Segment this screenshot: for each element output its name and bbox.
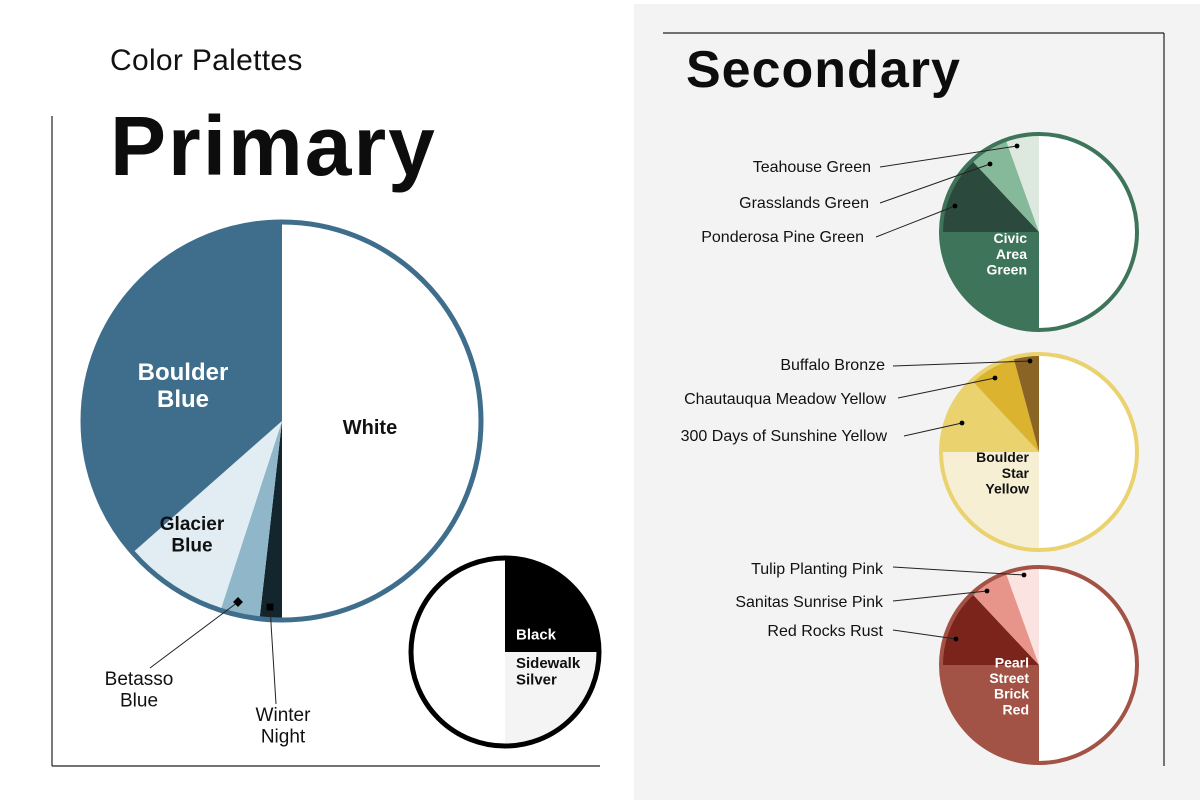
pie-slice-white	[282, 222, 481, 620]
pie-slice-tulip-planting-pink	[1005, 567, 1039, 665]
callout-label-betasso-blue: Betasso Blue	[105, 669, 174, 711]
slice-label-civic-area-green: Civic Area Green	[987, 230, 1028, 277]
callout-marker-ponderosa-pine-green	[952, 203, 958, 209]
pie-outline-red	[939, 565, 1139, 765]
pie-outline-primary	[80, 219, 484, 623]
pie-slice-glacier-blue	[132, 421, 282, 611]
slice-label-glacier-blue: Glacier Blue	[160, 514, 225, 556]
pie-outline-neutrals	[408, 555, 602, 749]
pie-slice-sanitas-sunrise-pink	[971, 572, 1039, 665]
pie-neutrals	[408, 555, 602, 749]
pie-primary	[80, 219, 484, 623]
callout-line-sanitas-sunrise-pink	[892, 590, 988, 602]
callout-line-chautauqua-meadow-yellow	[897, 377, 996, 399]
callout-marker-betasso-blue	[233, 597, 243, 607]
callout-label-sanitas-sunrise-pink: Sanitas Sunrise Pink	[735, 594, 884, 611]
page-heading: Color Palettes	[110, 44, 303, 77]
pie-slice-civic-area-green	[941, 232, 1039, 330]
pie-slice-boulder-star-yellow	[941, 452, 1039, 550]
secondary-title: Secondary	[686, 41, 961, 99]
callout-marker-red-rocks-rust	[953, 636, 959, 642]
callout-label-grasslands-green: Grasslands Green	[739, 195, 869, 212]
callout-line-grasslands-green	[879, 163, 991, 204]
pie-slice-chautauqua-meadow-yellow	[971, 357, 1039, 452]
slice-label-boulder-blue: Boulder Blue	[138, 359, 229, 413]
primary-title: Primary	[110, 99, 437, 193]
pie-slice-teahouse-green	[1005, 134, 1039, 232]
pie-slice-yellow-blank-4	[1039, 354, 1137, 550]
pie-slice-black	[505, 558, 599, 652]
callout-marker-tulip-planting-pink	[1021, 572, 1027, 578]
callout-label-ponderosa-pine-green: Ponderosa Pine Green	[701, 229, 864, 246]
callout-marker-chautauqua-meadow-yellow	[992, 375, 998, 381]
pie-slice-boulder-blue	[83, 222, 282, 553]
pie-slice-pearl-street-brick-red	[941, 665, 1039, 763]
pie-red	[939, 565, 1139, 765]
callout-label-tulip-planting-pink: Tulip Planting Pink	[751, 561, 884, 578]
pie-yellow	[939, 352, 1139, 552]
slice-label-black: Black	[516, 626, 557, 643]
pie-slice-red-rocks-rust	[941, 593, 1039, 665]
callout-marker-grasslands-green	[987, 161, 993, 167]
callout-marker-buffalo-bronze	[1027, 358, 1033, 364]
callout-marker-teahouse-green	[1014, 143, 1020, 149]
callout-label-red-rocks-rust: Red Rocks Rust	[767, 623, 883, 640]
pie-slice-buffalo-bronze	[1013, 354, 1039, 452]
callout-line-tulip-planting-pink	[892, 566, 1025, 576]
pie-slice-green-blank-4	[1039, 134, 1137, 330]
callout-label-winter-night: Winter Night	[256, 705, 312, 747]
callout-marker-sanitas-sunrise-pink	[984, 588, 990, 594]
callout-line-red-rocks-rust	[892, 629, 957, 640]
pie-slice-betasso-blue	[220, 421, 282, 619]
callout-line-winter-night	[269, 606, 277, 705]
pie-slice-winter-night	[259, 421, 282, 620]
callout-line-300-days-of-sunshine-yellow	[903, 422, 963, 437]
slice-label-pearl-street-brick-red: Pearl Street Brick Red	[989, 654, 1029, 717]
callout-line-ponderosa-pine-green	[875, 205, 956, 238]
pie-green	[939, 132, 1139, 332]
callout-line-betasso-blue	[149, 601, 239, 669]
pie-slice-ponderosa-pine-green	[941, 160, 1039, 232]
pie-slice-red-blank-4	[1039, 567, 1137, 763]
callout-label-buffalo-bronze: Buffalo Bronze	[780, 357, 885, 374]
callout-line-teahouse-green	[879, 145, 1018, 168]
callout-marker-300-days-of-sunshine-yellow	[959, 420, 965, 426]
pie-slice-neutrals-blank-2	[411, 558, 505, 746]
pie-slice-300-days-of-sunshine-yellow	[941, 380, 1039, 452]
pie-outline-green	[939, 132, 1139, 332]
slice-label-sidewalk-silver: Sidewalk Silver	[516, 655, 581, 689]
pie-slice-sidewalk-silver	[505, 652, 599, 746]
callout-label-chautauqua-meadow-yellow: Chautauqua Meadow Yellow	[684, 391, 886, 408]
callout-marker-winter-night	[266, 603, 274, 611]
pie-outline-yellow	[939, 352, 1139, 552]
slice-label-boulder-star-yellow: Boulder Star Yellow	[976, 449, 1029, 496]
callout-label-300-days-of-sunshine-yellow: 300 Days of Sunshine Yellow	[681, 428, 888, 445]
callout-label-teahouse-green: Teahouse Green	[753, 159, 871, 176]
callout-line-buffalo-bronze	[892, 360, 1031, 367]
slice-label-white: White	[343, 417, 397, 439]
